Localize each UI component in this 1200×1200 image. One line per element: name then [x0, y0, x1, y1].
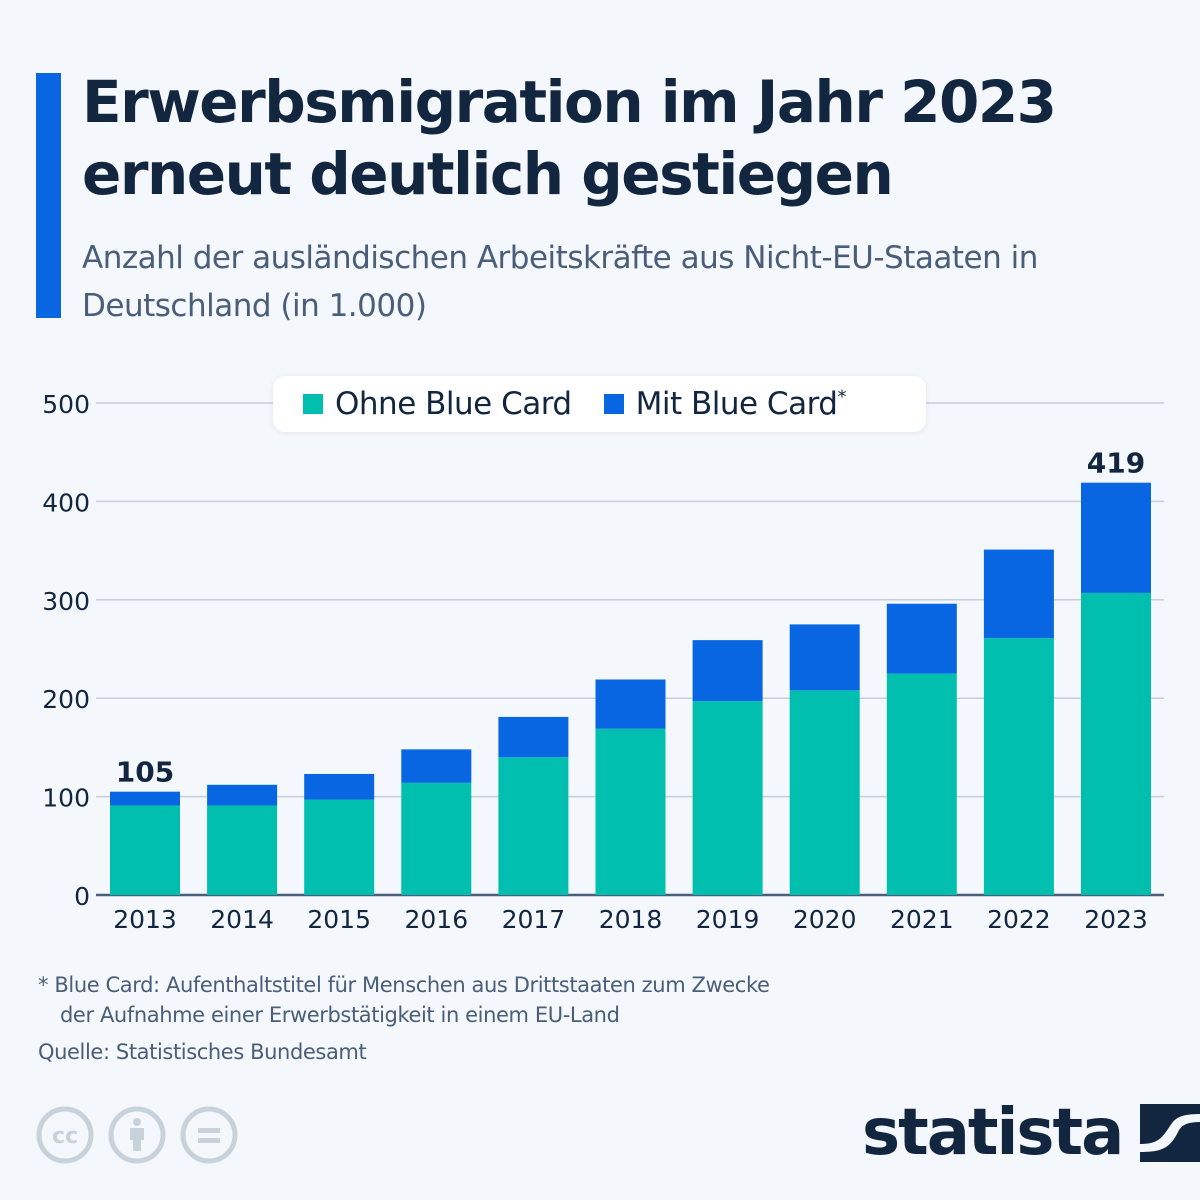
y-tick-label: 300 [42, 587, 90, 616]
bar-ohne-blue-card [595, 728, 666, 895]
x-tick-label: 2020 [793, 905, 857, 934]
bar-ohne-blue-card [110, 805, 180, 895]
chart-subtitle: Anzahl der ausländischen Arbeitskräfte a… [82, 240, 1038, 324]
bar-mit-blue-card [789, 624, 860, 691]
x-tick-label: 2017 [502, 905, 566, 934]
y-tick-label: 0 [74, 882, 90, 911]
svg-text:cc: cc [52, 1124, 78, 1149]
no-derivatives-icon[interactable] [180, 1106, 238, 1164]
x-tick-label: 2013 [113, 905, 177, 934]
bar-mit-blue-card [498, 716, 569, 758]
bar-mit-blue-card [1081, 482, 1151, 593]
x-tick-label: 2022 [987, 905, 1051, 934]
license-icons: cc [36, 1106, 238, 1164]
legend-label: Mit Blue Card [635, 386, 838, 422]
cc-icon[interactable]: cc [36, 1106, 94, 1164]
data-label: 419 [1087, 447, 1145, 480]
legend-item-ohne-blue-card[interactable]: Ohne Blue Card [303, 386, 572, 422]
x-tick-label: 2014 [210, 905, 274, 934]
bar-ohne-blue-card [401, 782, 472, 895]
bar-mit-blue-card [110, 791, 180, 806]
footnote-line-1: * Blue Card: Aufenthaltstitel für Mensch… [38, 973, 770, 997]
y-tick-label: 100 [42, 784, 90, 813]
bar-ohne-blue-card [1081, 592, 1151, 895]
x-axis-ticks: 2013 2014 2015 2016 2017 2018 2019 2020 2021 2022… [113, 905, 1148, 934]
bar-mit-blue-card [401, 749, 472, 783]
source-note: Quelle: Statistisches Bundesamt [38, 1040, 367, 1064]
statista-logo[interactable]: statista [862, 1098, 1200, 1168]
x-tick-label: 2023 [1084, 905, 1148, 934]
bar-chart: 0 100 200 300 400 500 105 419 2013 2014 2015 2016… [42, 390, 1164, 934]
data-label: 105 [116, 756, 174, 789]
bar-mit-blue-card [207, 784, 278, 806]
bar-mit-blue-card [692, 640, 763, 702]
x-tick-label: 2019 [696, 905, 760, 934]
bar-ohne-blue-card [304, 799, 375, 895]
accent-bar [36, 73, 61, 318]
bar-mit-blue-card [983, 549, 1054, 639]
x-tick-label: 2015 [307, 905, 371, 934]
bar-ohne-blue-card [886, 673, 957, 895]
chart-title: Erwerbsmigration im Jahr 2023 erneut deu… [82, 68, 1057, 208]
footnote-marker: * [837, 386, 846, 408]
y-tick-label: 200 [42, 685, 90, 714]
legend-swatch-ohne-blue-card [303, 394, 323, 414]
legend-label: Ohne Blue Card [335, 386, 572, 422]
bar-ohne-blue-card [692, 701, 763, 895]
x-tick-label: 2018 [599, 905, 663, 934]
legend-item-mit-blue-card[interactable]: Mit Blue Card* [603, 386, 846, 422]
bar-ohne-blue-card [207, 805, 278, 895]
brand-name: statista [862, 1096, 1124, 1170]
y-axis-ticks: 0 100 200 300 400 500 [42, 390, 90, 911]
y-tick-label: 500 [42, 390, 90, 419]
attribution-icon[interactable] [108, 1106, 166, 1164]
y-tick-label: 400 [42, 488, 90, 517]
statista-logo-icon [1140, 1104, 1200, 1162]
bar-ohne-blue-card [789, 690, 860, 895]
bar-ohne-blue-card [983, 638, 1054, 895]
legend: Ohne Blue Card Mit Blue Card* [273, 376, 926, 432]
footnote-line-2: der Aufnahme einer Erwerbstätigkeit in e… [60, 1003, 620, 1027]
bar-ohne-blue-card [498, 757, 569, 895]
bar-mit-blue-card [304, 773, 375, 800]
bar-mit-blue-card [595, 679, 666, 729]
footnote: * Blue Card: Aufenthaltstitel für Mensch… [38, 970, 938, 1030]
x-tick-label: 2021 [890, 905, 954, 934]
legend-swatch-mit-blue-card [603, 394, 624, 414]
x-tick-label: 2016 [404, 905, 468, 934]
bar-mit-blue-card [886, 603, 957, 674]
data-labels: 105 419 [116, 447, 1145, 789]
bars [110, 482, 1151, 895]
